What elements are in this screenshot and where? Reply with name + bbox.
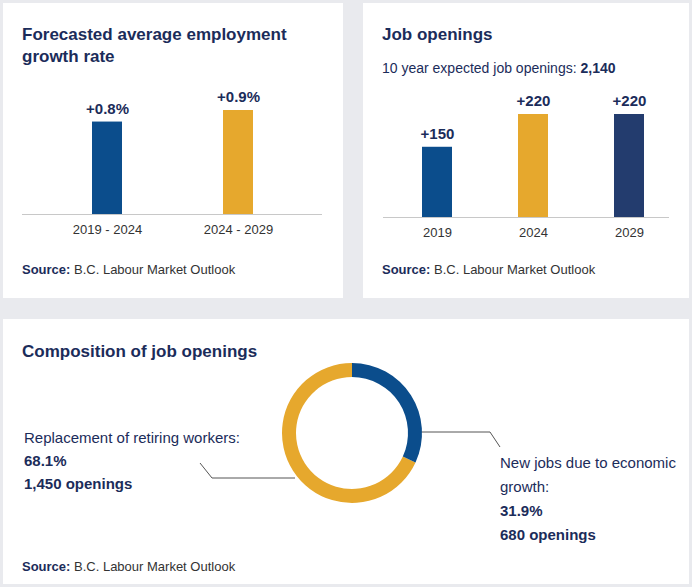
html-text:Source: B.C. Labour Market Out: Source: B.C. Labour Market Outlook [22, 262, 236, 277]
svg-text:+150: +150 [421, 125, 455, 142]
svg-text:2019: 2019 [423, 225, 452, 240]
svg-text:2024: 2024 [519, 225, 548, 240]
html-text:Forecasted average employment: Forecasted average employment growth rat… [22, 25, 287, 66]
svg-text:2019 - 2024: 2019 - 2024 [73, 222, 142, 237]
html-text:Source: B.C. Labour Market Out: Source: B.C. Labour Market Outlook [382, 262, 596, 277]
html-text:New jobs due to economic growt: New jobs due to economic growth: [500, 454, 676, 495]
svg-text:+0.9%: +0.9% [217, 88, 260, 105]
html-text:Replacement of retiring worker: Replacement of retiring workers: [24, 429, 240, 446]
html-text:31.9%: 31.9% [500, 502, 543, 519]
html-text:680 openings: 680 openings [500, 526, 596, 543]
svg-text:+0.8%: +0.8% [86, 100, 129, 117]
svg-text:2024 - 2029: 2024 - 2029 [204, 222, 273, 237]
html-text:Composition of job openings: Composition of job openings [22, 342, 258, 361]
svg-text:+220: +220 [517, 92, 551, 109]
html-text:10 year expected job openings:: 10 year expected job openings: 2,140 [382, 60, 616, 76]
svg-text:+220: +220 [613, 92, 647, 109]
svg-text:2029: 2029 [615, 225, 644, 240]
html-text:1,450 openings: 1,450 openings [24, 475, 133, 492]
html-text:68.1%: 68.1% [24, 452, 67, 469]
html-text:Job openings: Job openings [382, 25, 493, 44]
html-text:Source: B.C. Labour Market Out: Source: B.C. Labour Market Outlook [22, 559, 236, 574]
